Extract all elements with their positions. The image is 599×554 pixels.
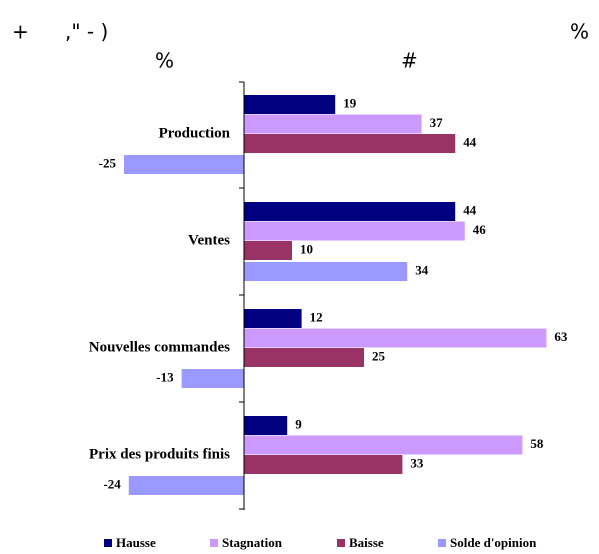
data-label: -25 <box>99 156 117 171</box>
data-label: 34 <box>415 263 429 278</box>
legend-swatch <box>210 539 218 547</box>
data-label: 12 <box>310 310 323 325</box>
bar <box>244 416 288 435</box>
legend-swatch <box>104 539 112 547</box>
bar <box>244 202 456 221</box>
category-label: Nouvelles commandes <box>89 339 230 355</box>
data-label: 25 <box>372 349 386 364</box>
legend-swatch <box>337 539 345 547</box>
data-label: 58 <box>530 436 544 451</box>
category-label: Production <box>159 125 231 141</box>
data-label: 46 <box>473 222 487 237</box>
header-text: + <box>12 20 29 44</box>
bar <box>124 155 244 174</box>
header-text: % <box>155 49 174 73</box>
bar <box>244 262 408 281</box>
bar <box>244 435 523 455</box>
bar <box>244 114 422 134</box>
data-label: 9 <box>295 417 302 432</box>
bar <box>244 309 302 328</box>
bar <box>181 369 244 388</box>
legend-label: Baisse <box>349 535 384 550</box>
category-label: Prix des produits finis <box>89 446 230 462</box>
legend-label: Solde d'opinion <box>450 535 537 550</box>
data-label: 33 <box>410 456 424 471</box>
data-label: -13 <box>156 370 174 385</box>
data-label: -24 <box>103 477 121 492</box>
bar <box>244 134 456 153</box>
data-label: 63 <box>554 329 568 344</box>
header-text: ," - ) <box>65 20 108 44</box>
legend-swatch <box>438 539 446 547</box>
bar <box>244 348 364 367</box>
header-text: # <box>401 49 418 73</box>
data-label: 44 <box>463 135 477 150</box>
bar <box>244 95 336 114</box>
bar <box>244 221 465 241</box>
bar <box>244 241 292 260</box>
legend-label: Hausse <box>116 535 156 550</box>
data-label: 44 <box>463 203 477 218</box>
bar <box>244 455 403 474</box>
bar <box>244 328 547 348</box>
data-label: 19 <box>343 96 357 111</box>
category-label: Ventes <box>188 232 230 248</box>
data-label: 10 <box>300 242 313 257</box>
bar <box>128 476 244 495</box>
header-text: % <box>570 20 589 44</box>
legend-label: Stagnation <box>222 535 283 550</box>
data-label: 37 <box>430 115 444 130</box>
